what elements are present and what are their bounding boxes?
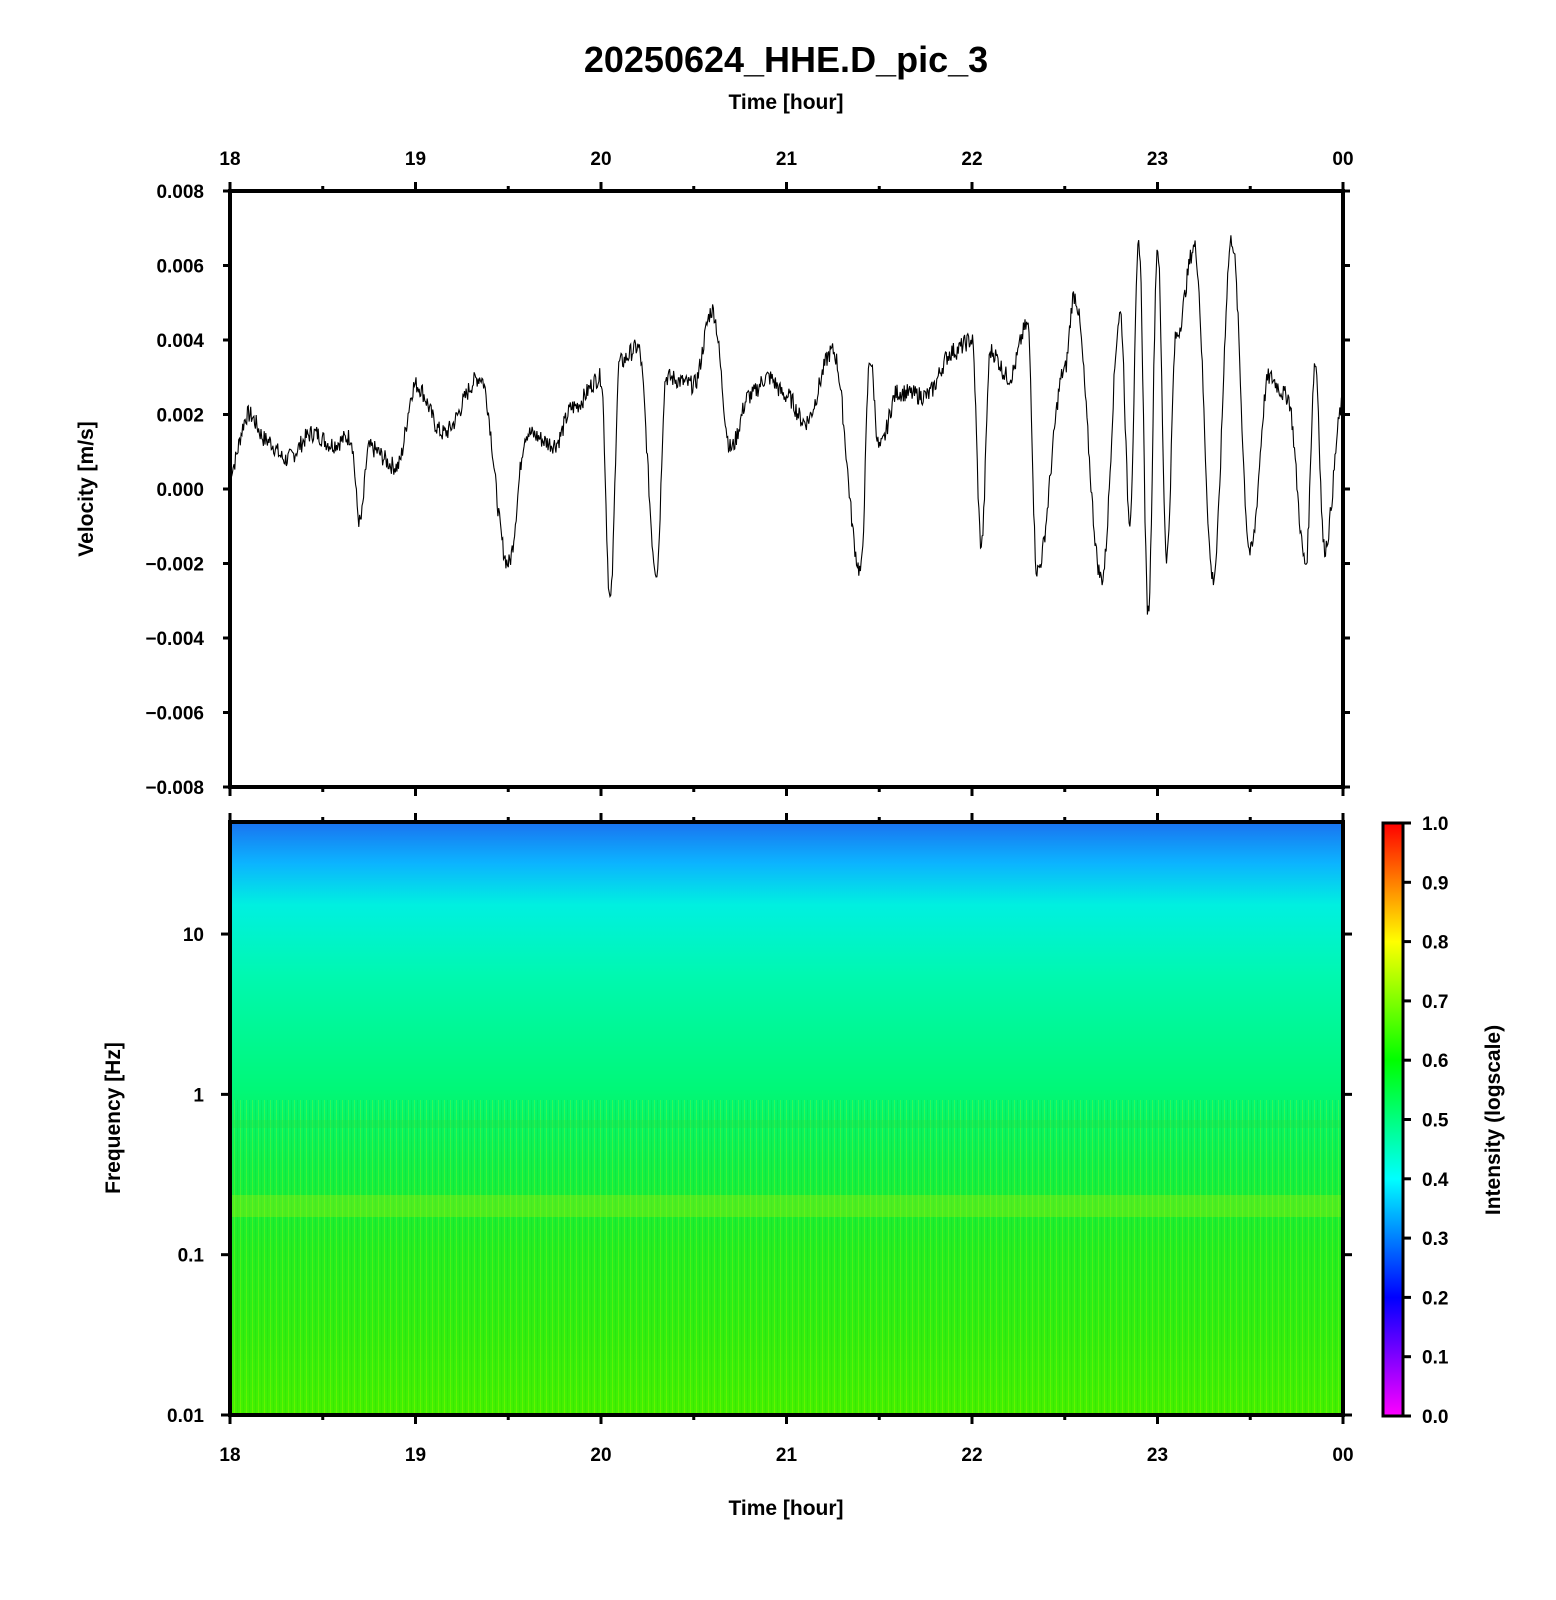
bottom-xaxis-label: Time [hour] — [728, 1497, 843, 1520]
waveform-y-tick-label: 0.004 — [156, 331, 204, 352]
velocity-series-line — [229, 235, 1344, 615]
spectrogram-band-0p5hz — [230, 1120, 1343, 1128]
colorbar-tick-label: 0.0 — [1422, 1407, 1448, 1428]
waveform-y-tick-label: −0.006 — [145, 704, 204, 725]
colorbar-tick-label: 0.4 — [1422, 1170, 1449, 1191]
colorbar-gradient — [1381, 821, 1405, 1418]
waveform-y-ticks: 0.008 0.006 0.004 0.002 0.000 −0.002 −0.004 −0.… — [145, 182, 1350, 799]
colorbar-ticks: 1.0 0.9 0.8 0.7 0.6 0.5 0.4 0.3 0.2 0.1 0.0 — [1403, 814, 1449, 1428]
waveform-panel: 0.008 0.006 0.004 0.002 0.000 −0.002 −0.004 −0.… — [75, 149, 1354, 799]
bottom-x-tick-label: 21 — [776, 1445, 798, 1466]
bottom-x-tick-label: 20 — [590, 1445, 611, 1466]
spectrogram-y-tick-label: 10 — [183, 925, 204, 946]
colorbar-tick-label: 0.3 — [1422, 1229, 1448, 1250]
colorbar-tick-label: 0.2 — [1422, 1288, 1448, 1309]
top-x-tick-label: 20 — [590, 149, 611, 170]
waveform-y-tick-label: 0.006 — [156, 257, 204, 278]
waveform-y-tick-label: 0.000 — [156, 480, 204, 501]
top-xaxis-label: Time [hour] — [728, 91, 843, 114]
spectrogram-frame — [228, 820, 1345, 1417]
spectrogram-y-label: Frequency [Hz] — [102, 1042, 125, 1194]
top-x-tick-label: 00 — [1332, 149, 1353, 170]
top-x-tick-label: 23 — [1147, 149, 1168, 170]
spectrogram-y-tick-label: 0.01 — [167, 1406, 204, 1427]
waveform-y-tick-label: −0.008 — [145, 778, 204, 799]
waveform-y-label: Velocity [m/s] — [75, 421, 98, 556]
bottom-x-tick-label: 23 — [1147, 1445, 1168, 1466]
bottom-x-tick-label: 18 — [219, 1445, 240, 1466]
colorbar-label: Intensity (logscale) — [1482, 1025, 1505, 1215]
bottom-x-tick-label: 00 — [1332, 1445, 1353, 1466]
waveform-y-tick-label: 0.002 — [156, 406, 204, 427]
colorbar-tick-label: 0.6 — [1422, 1051, 1448, 1072]
colorbar-tick-label: 0.1 — [1422, 1348, 1449, 1369]
waveform-x-ticks-top: 18 19 20 21 22 23 00 — [219, 149, 1354, 796]
bottom-x-tick-label: 22 — [961, 1445, 982, 1466]
colorbar-tick-label: 0.8 — [1422, 933, 1448, 954]
top-x-tick-label: 21 — [776, 149, 798, 170]
spectrogram-panel: 10 1 0.1 0.01 18 19 20 21 22 23 00 Frequency [Hz]… — [102, 813, 1354, 1520]
spectrogram-band-0p2hz — [230, 1195, 1343, 1217]
spectrogram-y-ticks: 10 1 0.1 0.01 — [167, 925, 1352, 1427]
colorbar-tick-label: 0.9 — [1422, 873, 1448, 894]
waveform-frame — [228, 189, 1345, 789]
chart-title: 20250624_HHE.D_pic_3 — [584, 39, 988, 80]
top-x-tick-label: 19 — [405, 149, 426, 170]
spectrogram-y-tick-label: 0.1 — [178, 1246, 205, 1267]
top-x-tick-label: 18 — [219, 149, 240, 170]
colorbar: 1.0 0.9 0.8 0.7 0.6 0.5 0.4 0.3 0.2 0.1 0.0 Intens… — [1381, 814, 1505, 1428]
colorbar-tick-label: 0.5 — [1422, 1111, 1449, 1132]
colorbar-tick-label: 1.0 — [1422, 814, 1448, 835]
waveform-y-tick-label: −0.002 — [145, 555, 204, 576]
waveform-y-tick-label: −0.004 — [145, 629, 204, 650]
bottom-x-tick-label: 19 — [405, 1445, 426, 1466]
waveform-y-tick-label: 0.008 — [156, 182, 204, 203]
top-x-tick-label: 22 — [961, 149, 982, 170]
spectrogram-y-tick-label: 1 — [193, 1085, 204, 1106]
colorbar-tick-label: 0.7 — [1422, 992, 1448, 1013]
spectrogram-texture — [230, 1100, 1343, 1415]
